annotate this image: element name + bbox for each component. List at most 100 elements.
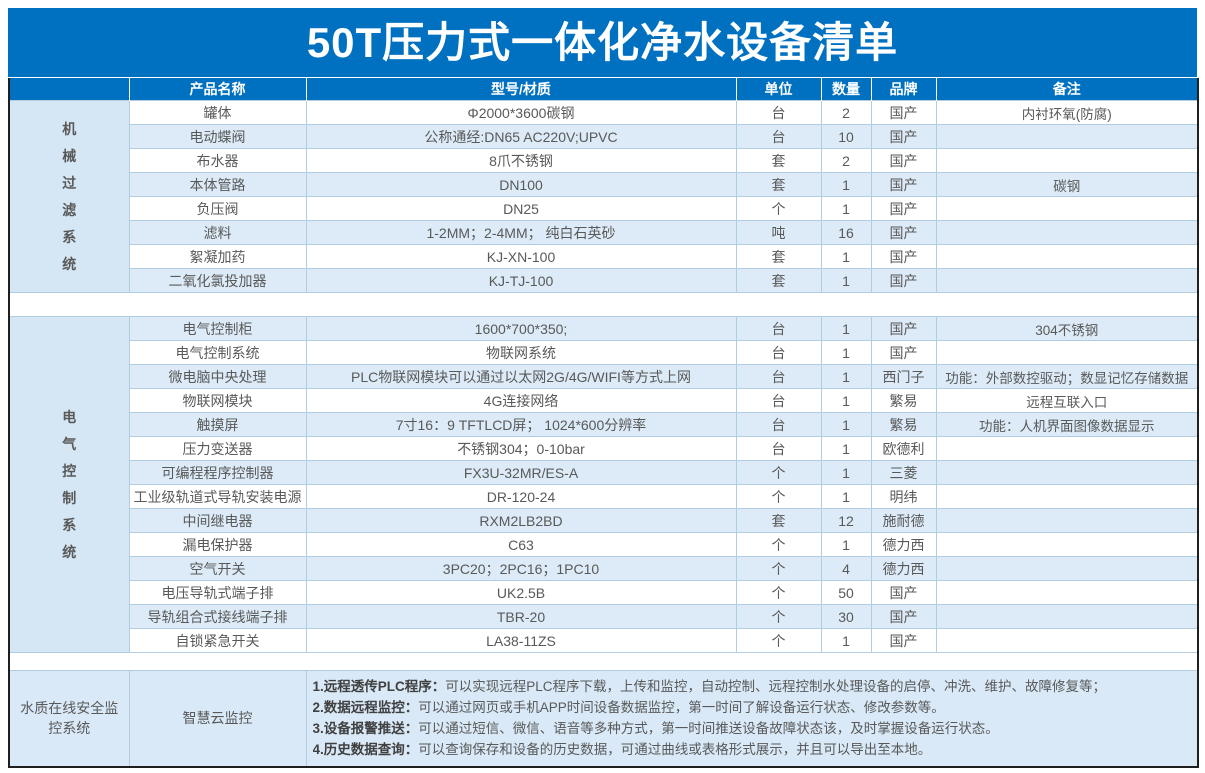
cell-note: 内衬环氧(防腐) xyxy=(935,100,1199,125)
cell-qty: 1 xyxy=(820,484,872,509)
cell-unit: 套 xyxy=(735,244,822,269)
cell-brand: 三菱 xyxy=(870,460,937,485)
cell-brand: 国产 xyxy=(870,340,937,365)
cell-name: 负压阀 xyxy=(128,196,307,221)
cell-unit: 套 xyxy=(735,172,822,197)
cell-unit: 个 xyxy=(735,604,822,629)
header-cell: 数量 xyxy=(820,78,871,101)
cell-brand: 国产 xyxy=(870,124,937,149)
cell-name: 电气控制柜 xyxy=(128,316,307,341)
monitor-product-cell: 智慧云监控 xyxy=(128,670,307,767)
table-row: 自锁紧急开关 LA38-11ZS 个 1 国产 xyxy=(9,628,1199,653)
cell-note xyxy=(935,556,1199,581)
cell-unit: 套 xyxy=(735,508,822,533)
cell-brand: 国产 xyxy=(870,580,937,605)
cell-name: 罐体 xyxy=(128,100,307,125)
header-row: 产品名称 型号/材质 单位 数量 品牌 备注 xyxy=(9,78,1198,101)
cell-brand: 国产 xyxy=(870,172,937,197)
cell-qty: 1 xyxy=(820,364,872,389)
cell-name: 空气开关 xyxy=(128,556,307,581)
cell-unit: 个 xyxy=(735,628,822,653)
cell-note: 功能：人机界面图像数据显示 xyxy=(935,412,1199,437)
section-gap-cell xyxy=(9,652,1198,671)
cell-qty: 1 xyxy=(820,196,872,221)
cell-qty: 4 xyxy=(820,556,872,581)
cell-model: DR-120-24 xyxy=(305,484,737,509)
cell-name: 漏电保护器 xyxy=(128,532,307,557)
cell-qty: 1 xyxy=(820,436,872,461)
feature-text: 可以通过网页或手机APP时间设备数据监控，第一时间了解设备运行状态、修改参数等。 xyxy=(418,700,945,716)
cell-brand: 国产 xyxy=(870,268,937,293)
header-cell-category xyxy=(9,78,129,101)
cell-note xyxy=(935,124,1199,149)
table-row: 触摸屏 7寸16：9 TFTLCD屏； 1024*600分辨率台 1 繁易 功能：人机界… xyxy=(9,412,1199,437)
cell-note xyxy=(935,484,1199,509)
section-category-char: 械 xyxy=(62,147,77,164)
cell-unit: 个 xyxy=(735,556,822,581)
table-row: 物联网模块 4G连接网络台 1 繁易 远程互联入口 xyxy=(9,388,1199,413)
section-category-char: 电 xyxy=(62,408,77,425)
table-row: 滤料 1-2MM；2-4MM； 纯白石英砂吨 16 国产 xyxy=(9,220,1199,245)
cell-brand: 繁易 xyxy=(870,412,937,437)
feature-text: 可以查询保存和设备的历史数据，可通过曲线或表格形式展示，并且可以导出至本地。 xyxy=(418,742,932,758)
cell-qty: 1 xyxy=(820,532,872,557)
cell-name: 电气控制系统 xyxy=(128,340,307,365)
monitor-features-cell: 1.远程透传PLC程序：可以实现远程PLC程序下载，上传和监控，自动控制、远程控… xyxy=(305,670,1199,767)
feature-label: 4.历史数据查询： xyxy=(312,742,419,758)
section-category-char: 系 xyxy=(62,516,77,533)
cell-brand: 国产 xyxy=(870,604,937,629)
table-row: 电气控制系统电气控制柜 1600*700*350; 台 1 国产 304不锈钢 xyxy=(8,316,1199,653)
cell-note xyxy=(935,532,1199,557)
table-row: 负压阀 DN25 个 1 国产 xyxy=(9,196,1199,221)
header-cell: 产品名称 xyxy=(128,78,306,101)
section-category-char: 滤 xyxy=(62,201,77,218)
cell-note xyxy=(935,244,1199,269)
table-row: 中间继电器 RXM2LB2BD 套 12 施耐德 xyxy=(9,508,1199,533)
section-category-char: 过 xyxy=(62,174,77,191)
cell-model: 公称通经:DN65 AC220V;UPVC xyxy=(305,124,737,149)
cell-note xyxy=(935,220,1199,245)
cell-name: 自锁紧急开关 xyxy=(128,628,307,653)
cell-name: 压力变送器 xyxy=(128,436,307,461)
cell-model: KJ-XN-100 xyxy=(305,244,737,269)
cell-note xyxy=(935,628,1199,653)
cell-model: PLC物联网模块可以通过以太网2G/4G/WIFI等方式上网 xyxy=(305,364,737,389)
cell-name: 微电脑中央处理 xyxy=(128,364,307,389)
table-row: 机械过滤系统罐体 Φ2000*3600碳钢台 2 国产 内衬环氧(防腐) xyxy=(8,100,1199,293)
section-gap-row xyxy=(9,652,1198,671)
feature-label: 3.设备报警推送： xyxy=(312,721,419,737)
feature-line: 4.历史数据查询：可以查询保存和设备的历史数据，可通过曲线或表格形式展示，并且可… xyxy=(313,739,1192,760)
table-row: 电压导轨式端子排 UK2.5B 个 50 国产 xyxy=(9,580,1199,605)
cell-brand: 明纬 xyxy=(870,484,937,509)
cell-qty: 1 xyxy=(820,412,872,437)
cell-name: 二氧化氯投加器 xyxy=(128,268,307,293)
cell-unit: 个 xyxy=(735,580,822,605)
cell-qty: 1 xyxy=(820,172,872,197)
table-row: 导轨组合式接线端子排 TBR-20 个 30 国产 xyxy=(9,604,1199,629)
cell-model: DN100 xyxy=(305,172,737,197)
cell-unit: 个 xyxy=(735,532,822,557)
table-row: 本体管路 DN100 套 1 国产 碳钢 xyxy=(9,172,1199,197)
table-row: 电动蝶阀 公称通经:DN65 AC220V;UPVC 台 10 国产 xyxy=(9,124,1199,149)
table-row: 电气控制系统 物联网系统台 1 国产 xyxy=(9,340,1199,365)
cell-brand: 国产 xyxy=(870,196,937,221)
cell-unit: 套 xyxy=(735,148,822,173)
section-category-char: 系 xyxy=(62,228,77,245)
table-row: 布水器 8爪不锈钢套 2 国产 xyxy=(9,148,1199,173)
cell-model: RXM2LB2BD xyxy=(305,508,737,533)
cell-unit: 台 xyxy=(735,436,822,461)
cell-brand: 国产 xyxy=(870,628,937,653)
table-row: 微电脑中央处理 PLC物联网模块可以通过以太网2G/4G/WIFI等方式上网台 1 西… xyxy=(9,364,1199,389)
cell-model: FX3U-32MR/ES-A xyxy=(305,460,737,485)
header-cell: 型号/材质 xyxy=(305,78,736,101)
cell-model: 1-2MM；2-4MM； 纯白石英砂 xyxy=(305,220,737,245)
section-gap-cell xyxy=(9,292,1198,317)
feature-line: 3.设备报警推送：可以通过短信、微信、语音等多种方式，第一时间推送设备故障状态该… xyxy=(313,718,1192,739)
header-cell: 单位 xyxy=(735,78,821,101)
cell-brand: 国产 xyxy=(870,316,937,341)
feature-line: 2.数据远程监控：可以通过网页或手机APP时间设备数据监控，第一时间了解设备运行… xyxy=(313,697,1192,718)
header-cell: 品牌 xyxy=(870,78,936,101)
cell-brand: 西门子 xyxy=(870,364,937,389)
cell-unit: 个 xyxy=(735,196,822,221)
cell-name: 可编程程序控制器 xyxy=(128,460,307,485)
